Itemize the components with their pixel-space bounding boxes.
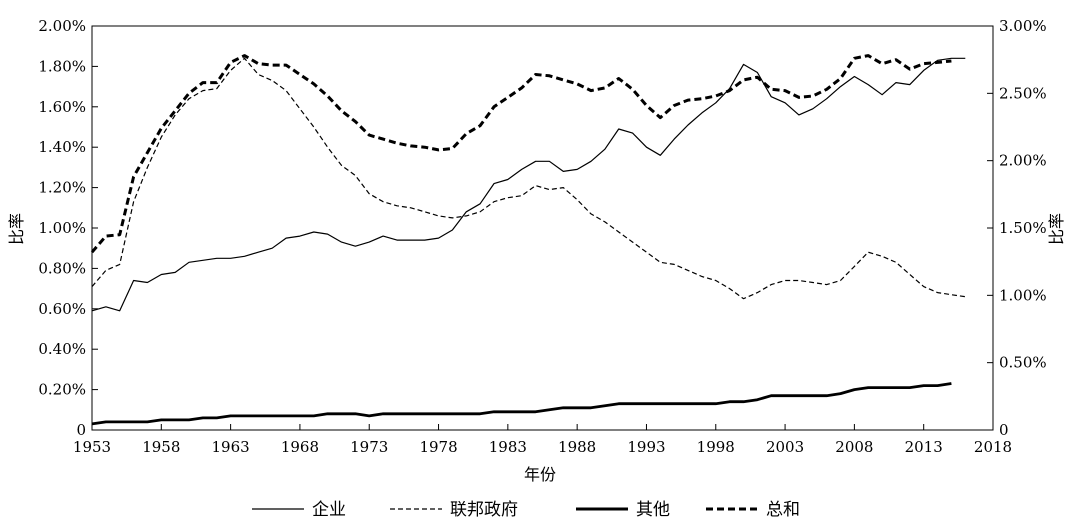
- left-y-tick-label: 1.00%: [38, 219, 86, 237]
- right-y-tick-label: 0.50%: [999, 354, 1047, 372]
- right-y-tick-label: 1.50%: [999, 219, 1047, 237]
- right-y-axis-title: 比率: [1047, 213, 1066, 245]
- left-y-tick-label: 1.20%: [38, 179, 86, 197]
- left-y-axis-title: 比率: [7, 213, 26, 245]
- legend-item-enterprise: 企业: [252, 500, 346, 520]
- left-y-tick-label: 2.00%: [38, 17, 86, 35]
- legend-item-federal-government: 联邦政府: [390, 500, 518, 520]
- x-tick-label: 1988: [558, 438, 596, 456]
- x-tick-label: 1973: [350, 438, 388, 456]
- x-tick-label: 1978: [419, 438, 457, 456]
- right-y-tick-label: 2.00%: [999, 152, 1047, 170]
- plot-border: [91, 25, 994, 431]
- left-y-tick-label: 1.80%: [38, 57, 86, 75]
- x-tick-label: 2008: [835, 438, 873, 456]
- left-y-tick-label: 0.40%: [38, 340, 86, 358]
- x-tick-label: 2003: [766, 438, 804, 456]
- left-y-axis: 0 0.20% 0.40% 0.60% 0.80% 1.00% 1.20% 1.40% 1.60…: [38, 17, 98, 439]
- x-tick-label: 1968: [281, 438, 319, 456]
- right-y-axis: 0 0.50% 1.00% 1.50% 2.00% 2.50% 3.00%: [987, 17, 1047, 439]
- legend-item-total: 总和: [706, 500, 800, 520]
- x-tick-label: 2018: [974, 438, 1012, 456]
- left-y-tick-label: 0: [76, 421, 86, 439]
- left-y-tick-label: 0.60%: [38, 300, 86, 318]
- legend-item-other: 其他: [576, 500, 670, 520]
- legend-label-total: 总和: [766, 500, 800, 520]
- left-y-tick-label: 1.60%: [38, 98, 86, 116]
- plot-area: [91, 25, 994, 431]
- series-federal-government-line: [91, 57, 966, 300]
- series-total-line: [90, 54, 952, 254]
- x-tick-label: 1963: [212, 438, 250, 456]
- x-axis-title: 年份: [524, 465, 556, 484]
- legend-label-other: 其他: [636, 500, 670, 520]
- x-tick-label: 1993: [627, 438, 665, 456]
- x-tick-label: 1983: [489, 438, 527, 456]
- legend: 企业 联邦政府 其他 总和: [252, 500, 800, 520]
- legend-label-federal-government: 联邦政府: [450, 500, 518, 520]
- series-other-line: [91, 382, 952, 426]
- left-y-tick-label: 0.20%: [38, 381, 86, 399]
- x-tick-label: 2013: [905, 438, 943, 456]
- right-y-tick-label: 2.50%: [999, 84, 1047, 102]
- right-y-tick-label: 1.00%: [999, 286, 1047, 304]
- left-y-tick-label: 1.40%: [38, 138, 86, 156]
- series-enterprise-line: [91, 57, 966, 312]
- right-y-tick-label: 0: [999, 421, 1009, 439]
- legend-label-enterprise: 企业: [312, 500, 346, 520]
- x-tick-label: 1953: [73, 438, 111, 456]
- series-layer: [90, 54, 966, 426]
- x-tick-label: 1998: [697, 438, 735, 456]
- left-y-tick-label: 0.80%: [38, 259, 86, 277]
- x-axis: 1953 1958 1963 1968 1973 1978 1983 1988 1993 1998…: [73, 424, 1012, 456]
- right-y-tick-label: 3.00%: [999, 17, 1047, 35]
- x-tick-label: 1958: [142, 438, 180, 456]
